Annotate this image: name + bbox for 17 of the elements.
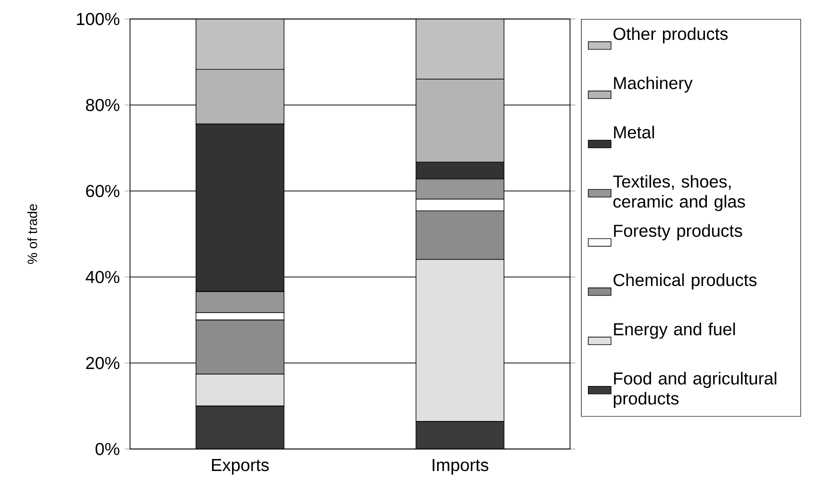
y-tick-label: 80% [86, 98, 120, 112]
legend-label: Foresty products [614, 224, 742, 240]
legend-label: Metal [614, 126, 654, 138]
x-tick-label: Imports [432, 459, 488, 475]
legend-label: Food and agricultural products [614, 372, 776, 408]
y-tick-label: 20% [86, 356, 120, 370]
y-tick-label: 60% [86, 184, 120, 198]
y-tick-label: 0% [96, 442, 120, 456]
legend-label: Other products [614, 27, 728, 44]
legend-label: Energy and fuel [614, 322, 735, 339]
legend-label: Textiles, shoes, ceramic and glas [613, 174, 745, 212]
legend-label: Machinery [614, 76, 693, 93]
y-axis-title: % of trade [27, 204, 38, 264]
x-tick-label: Exports [212, 459, 269, 475]
y-tick-label: 40% [86, 270, 120, 284]
legend-label: Chemical products [614, 273, 757, 290]
y-tick-label: 100% [76, 12, 120, 26]
